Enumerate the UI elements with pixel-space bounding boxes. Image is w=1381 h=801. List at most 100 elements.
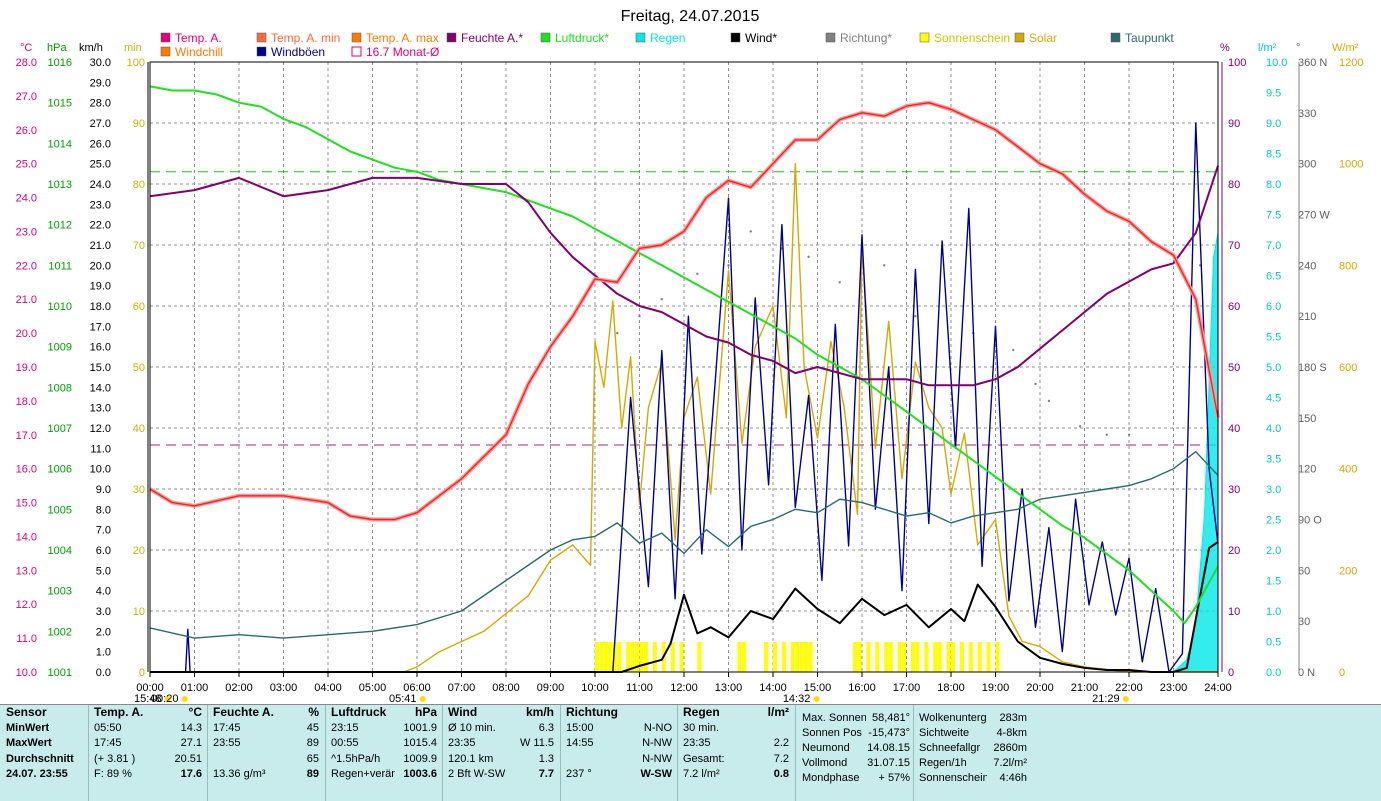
legend-item: Temp. A. max <box>351 31 439 45</box>
axis-tick-label: 1001 <box>48 667 72 679</box>
sun-label: Neumond <box>802 742 850 754</box>
legend-swatch <box>1110 32 1121 43</box>
axis-unit-label: hPa <box>47 42 67 54</box>
sunshine-bar <box>737 642 742 672</box>
axis-tick-label: 70 <box>133 240 145 252</box>
axis-tick-label: 210 <box>1298 311 1316 323</box>
axis-tick-label: 13.0 <box>90 403 111 415</box>
axis-tick-label: 22.0 <box>16 260 37 272</box>
axis-tick-label: 17.0 <box>90 321 111 333</box>
axis-tick-label: 330 <box>1298 108 1316 120</box>
axis-tick-label: 2.5 <box>1266 515 1281 527</box>
sunshine-bar <box>603 642 608 672</box>
legend: Temp. A. Temp. A. min Temp. A. max Feuchte … <box>160 31 1174 59</box>
temp-cell: 17:45 <box>94 737 122 749</box>
wind-axis: 0.0 1.0 2.0 3.0 4.0 5.0 6.0 7.0 8.0 9.0 10.0 11.0 12… <box>90 57 111 679</box>
rain-cell: 30 min. <box>683 721 720 734</box>
hum-value: 45 <box>306 721 319 734</box>
axis-unit-label: °C <box>20 42 32 54</box>
axis-tick-label: 5.0 <box>96 565 111 577</box>
x-tick-label: 24:00 <box>1204 682 1232 694</box>
axis-tick-label: 40 <box>133 423 145 435</box>
legend-swatch <box>1014 32 1025 43</box>
axis-tick-label: 1200 <box>1339 57 1363 69</box>
x-tick-label: 14:00 <box>759 682 787 694</box>
hum-unit: % <box>308 705 319 719</box>
legend-swatch <box>825 32 836 43</box>
legend-item: 16.7 Monat-Ø <box>351 45 439 59</box>
axis-tick-label: 90 <box>133 118 145 130</box>
axis-tick-label: 1004 <box>48 545 72 557</box>
axis-tick-label: 2.0 <box>1266 545 1281 557</box>
axis-unit-label: ° <box>1296 42 1300 54</box>
legend-label: 16.7 Monat-Ø <box>366 45 439 59</box>
sunshine-bar <box>959 642 964 672</box>
axis-tick-label: 800 <box>1339 260 1357 272</box>
misc-label: Regen/1h <box>919 757 967 769</box>
wind-value: 1.3 <box>538 752 554 765</box>
x-axis: 00:00 01:00 02:00 03:00 04:00 05:00 06:00 07:00… <box>134 672 1232 704</box>
axis-tick-label: 1015 <box>48 98 72 110</box>
axis-tick-label: 23.0 <box>90 199 111 211</box>
sun-marker-icon <box>164 696 171 702</box>
legend-label: Taupunkt <box>1125 31 1174 45</box>
sunshine-bar <box>773 642 777 672</box>
wind-header: Wind <box>448 705 478 719</box>
stats-panel: Sensor MinWert MaxWert Durchschnitt 24.0… <box>0 704 1381 801</box>
axis-tick-label: 300 <box>1298 159 1316 171</box>
sun-label: Sonnen Pos <box>802 727 862 739</box>
axis-tick-label: 25.0 <box>90 159 111 171</box>
rain-cell: Gesamt: <box>683 752 725 765</box>
series-lines <box>148 85 1220 673</box>
sunshine-bar <box>910 642 915 672</box>
axis-tick-label: 50 <box>133 362 145 374</box>
sunshine-bar <box>626 642 631 672</box>
axis-tick-label: 6.0 <box>96 545 111 557</box>
sun-value: 58,481° <box>871 712 910 724</box>
sunshine-bar <box>781 642 786 672</box>
pressure-axis: 1001 1002 1003 1004 1005 1006 1007 1008 1009 1010… <box>48 57 72 679</box>
axis-tick-label: 8.0 <box>96 504 111 516</box>
axis-tick-label: 18.0 <box>90 301 111 313</box>
rain-axis: 0.0 0.5 1.0 1.5 2.0 2.5 3.0 3.5 4.0 4.5 5.0 5.5 6.0 6… <box>1266 57 1287 679</box>
sunshine-bar <box>795 642 800 672</box>
axis-tick-label: 19.0 <box>90 281 111 293</box>
axis-tick-label: 20 <box>133 545 145 557</box>
axis-unit-label: W/m² <box>1332 42 1359 54</box>
misc-value: 7.2l/m² <box>993 757 1027 769</box>
direction-dot <box>638 314 641 318</box>
sun-value: + 57% <box>878 772 911 784</box>
humidity-axis: 0 10 20 30 40 50 60 70 80 90 100 <box>1228 57 1246 679</box>
wind-value: 6.3 <box>538 721 554 734</box>
sun-marker-icon <box>813 696 820 702</box>
legend-item: Solar <box>1014 31 1057 45</box>
direction-dot <box>914 314 917 318</box>
temp-cell: F: 89 % <box>94 768 132 780</box>
sun-value: -15,473° <box>868 727 910 739</box>
sunshine-bar <box>808 642 813 672</box>
rain-value <box>743 721 789 737</box>
sunshine-bar <box>977 642 982 672</box>
sunshine-bar <box>639 642 644 672</box>
x-tick-label: 06:00 <box>403 682 431 694</box>
legend-label: Temp. A. <box>175 31 222 45</box>
sunshine-bar <box>968 642 973 672</box>
legend-swatch <box>540 32 551 43</box>
x-marker-label: 14:32 <box>783 693 811 704</box>
humidity-column: Feuchte A.% 17:45 45 23:55 89 65 13.36 g/m… <box>213 705 319 783</box>
temp-value: 17.6 <box>180 768 202 780</box>
legend-label: Feuchte A.* <box>461 31 523 45</box>
legend-swatch <box>446 32 457 43</box>
axis-tick-label: 1.0 <box>1266 606 1281 618</box>
axis-tick-label: 1011 <box>48 260 72 272</box>
temp-header: Temp. A. <box>94 705 144 719</box>
plot-frame <box>149 61 1219 673</box>
press-header: Luftdruck <box>331 705 387 719</box>
axis-tick-label: 50 <box>1228 362 1240 374</box>
axis-unit-label: min <box>124 42 142 54</box>
axis-tick-label: 11.0 <box>90 443 111 455</box>
sunshine-bar <box>679 642 684 672</box>
sunshine-bar <box>875 642 880 672</box>
direction-dot <box>727 264 730 267</box>
axis-tick-label: 60 <box>1228 301 1240 313</box>
